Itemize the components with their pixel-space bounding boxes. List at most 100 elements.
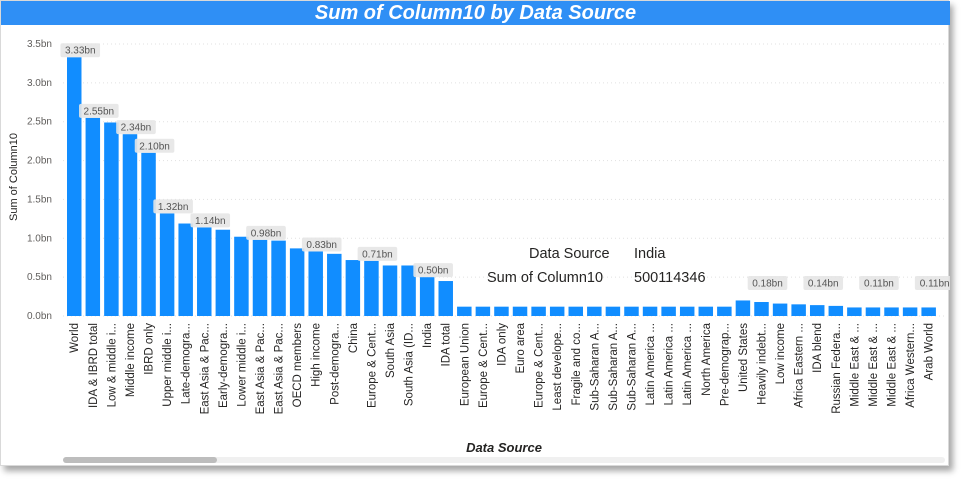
data-label-background xyxy=(859,276,899,290)
data-label-background xyxy=(153,199,193,214)
bar[interactable] xyxy=(401,265,416,316)
bar[interactable] xyxy=(587,306,602,316)
bar[interactable] xyxy=(141,152,156,316)
bar[interactable] xyxy=(67,57,82,317)
bar[interactable] xyxy=(847,307,862,316)
bar-chart: 0.0bn 0.5bn 1.0bn 1.5bn 2.0bn 2.5bn 3.0bn 3.5bn… xyxy=(8,39,950,455)
category-label: Middle East & ... xyxy=(849,323,861,407)
bar[interactable] xyxy=(549,306,565,316)
bar[interactable] xyxy=(159,213,175,316)
bar[interactable] xyxy=(791,304,806,316)
data-label-background xyxy=(803,276,844,290)
bar[interactable] xyxy=(661,306,676,316)
data-label-background xyxy=(60,43,101,58)
category-label: Sub-Saharan A... xyxy=(589,323,601,411)
bar[interactable] xyxy=(902,307,918,316)
bar[interactable] xyxy=(531,306,546,316)
category-label: Early-demogra... xyxy=(218,323,230,408)
category-label: East Asia & Pac... xyxy=(255,323,267,414)
bar[interactable] xyxy=(735,300,751,316)
bar[interactable] xyxy=(494,306,509,316)
bar[interactable] xyxy=(419,277,435,316)
bar[interactable] xyxy=(85,117,101,316)
category-label: Low income xyxy=(775,323,787,384)
y-tick-label: 0.0bn xyxy=(27,311,52,322)
category-label: China xyxy=(348,322,360,353)
bar[interactable] xyxy=(642,306,658,316)
bar[interactable] xyxy=(308,251,323,316)
data-label: 0.50bn xyxy=(418,266,449,277)
title-bar xyxy=(1,1,950,25)
bar[interactable] xyxy=(512,306,528,316)
data-label: 0.83bn xyxy=(306,240,337,251)
bar[interactable] xyxy=(122,134,138,316)
bar[interactable] xyxy=(382,265,398,316)
category-label: United States xyxy=(738,323,750,392)
bar[interactable] xyxy=(289,248,305,316)
category-label: IDA blend xyxy=(812,323,824,373)
y-axis-title: Sum of Column10 xyxy=(8,133,20,221)
bar[interactable] xyxy=(772,303,788,316)
y-tick-label: 3.0bn xyxy=(27,78,52,89)
bar[interactable] xyxy=(921,307,936,316)
category-label: European Union xyxy=(459,323,471,406)
bar[interactable] xyxy=(457,306,472,316)
y-tick-label: 2.5bn xyxy=(27,117,52,128)
bar[interactable] xyxy=(828,305,844,316)
horizontal-scrollbar-track[interactable] xyxy=(63,457,945,463)
category-label: Least develope... xyxy=(552,323,564,411)
bar[interactable] xyxy=(271,240,286,316)
category-label: IDA only xyxy=(496,323,508,366)
category-label: Low & middle i... xyxy=(106,323,118,407)
bar[interactable] xyxy=(865,307,881,316)
category-label: IDA total xyxy=(441,323,453,366)
bar[interactable] xyxy=(568,306,583,316)
category-label: Russian Federa... xyxy=(831,323,843,414)
y-tick-label: 2.0bn xyxy=(27,156,52,167)
tooltip-value-data-source: India xyxy=(634,246,666,262)
bar[interactable] xyxy=(252,239,268,316)
y-tick-label: 3.5bn xyxy=(27,39,52,50)
data-label-background xyxy=(747,276,788,290)
bar[interactable] xyxy=(624,306,639,316)
data-label: 0.14bn xyxy=(808,279,839,290)
horizontal-scrollbar-thumb[interactable] xyxy=(63,457,217,463)
bar[interactable] xyxy=(104,122,119,317)
bar[interactable] xyxy=(327,253,342,316)
bar[interactable] xyxy=(754,302,769,316)
category-label: North America xyxy=(701,322,713,395)
data-label: 2.55bn xyxy=(84,106,115,117)
bar[interactable] xyxy=(884,307,899,316)
data-label: 0.98bn xyxy=(251,228,282,239)
category-label: Africa Eastern ... xyxy=(794,323,806,408)
category-label: Europe & Cent... xyxy=(366,323,378,408)
data-label: 1.32bn xyxy=(158,202,189,213)
bar[interactable] xyxy=(438,281,453,316)
bar[interactable] xyxy=(475,306,491,316)
data-label-background xyxy=(413,263,453,278)
bar[interactable] xyxy=(717,306,732,316)
bar[interactable] xyxy=(178,223,193,316)
category-label: South Asia (ID... xyxy=(404,323,416,406)
bar[interactable] xyxy=(345,260,361,316)
category-label: Middle income xyxy=(125,323,137,397)
x-axis-title: Data Source xyxy=(466,440,542,455)
category-label: Upper middle i... xyxy=(162,323,174,407)
chart-visual: Sum of Column10 by Data Source 0.0bn 0.5b… xyxy=(0,0,950,466)
category-label: Pre-demograp... xyxy=(719,323,731,406)
data-label-background xyxy=(301,237,342,252)
category-label: Late-demogra... xyxy=(181,323,193,404)
data-label-background xyxy=(79,103,119,118)
bar[interactable] xyxy=(215,229,231,316)
category-label: World xyxy=(69,323,81,353)
bar[interactable] xyxy=(197,227,212,316)
tooltip-value-sum: 500114346 xyxy=(634,270,706,286)
bar[interactable] xyxy=(364,260,379,316)
category-label: East Asia & Pac... xyxy=(274,323,286,414)
category-label: Latin America ... xyxy=(682,323,694,405)
bar[interactable] xyxy=(809,305,825,316)
bar[interactable] xyxy=(679,306,695,316)
bar[interactable] xyxy=(234,236,249,316)
bar[interactable] xyxy=(605,306,621,316)
bar[interactable] xyxy=(698,306,714,316)
